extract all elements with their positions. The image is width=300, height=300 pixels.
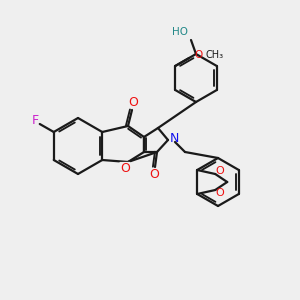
Text: O: O — [149, 167, 159, 181]
Text: O: O — [194, 50, 202, 60]
Text: O: O — [128, 97, 138, 110]
Text: O: O — [120, 163, 130, 176]
Text: N: N — [169, 133, 179, 146]
Text: CH₃: CH₃ — [205, 50, 223, 60]
Text: O: O — [216, 188, 225, 198]
Text: O: O — [216, 166, 225, 176]
Text: F: F — [32, 113, 39, 127]
Text: HO: HO — [172, 27, 188, 37]
